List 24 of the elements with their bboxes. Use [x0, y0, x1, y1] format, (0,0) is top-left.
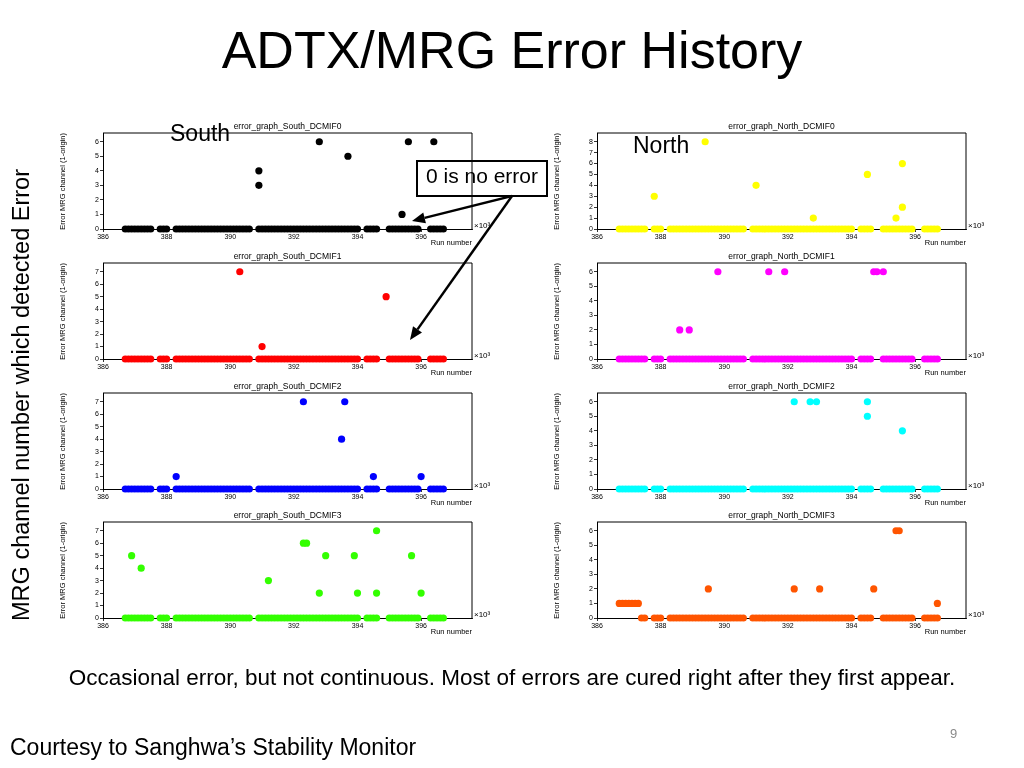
- text: ×10³: [474, 481, 491, 491]
- text: ADTX/MRG Error History: [221, 21, 803, 80]
- chart-title: error_graph_South_DCMIF2: [233, 381, 342, 392]
- text: ×10³: [474, 351, 491, 361]
- annotation: North: [633, 132, 690, 159]
- text: ×10³: [968, 481, 985, 491]
- chart-title: error_graph_South_DCMIF3: [233, 510, 342, 521]
- text: ×10³: [474, 221, 491, 231]
- chart-title: error_graph_North_DCMIF3: [728, 510, 835, 521]
- text: ×10³: [474, 610, 491, 620]
- chart-title: error_graph_South_DCMIF1: [233, 251, 342, 262]
- chart-title: error_graph_North_DCMIF0: [728, 121, 835, 132]
- text: 9: [950, 726, 958, 742]
- text: ×10³: [968, 351, 985, 361]
- text: ×10³: [968, 610, 985, 620]
- text: Occasional error, but not continuous. Most of errors are cured right after they first appear.: [68, 665, 956, 691]
- text: Courtesy to Sanghwa’s Stability Monitor: [10, 734, 417, 761]
- annotation: 0 is no error: [424, 164, 539, 188]
- text: ×10³: [968, 221, 985, 231]
- chart-title: error_graph_North_DCMIF2: [728, 381, 835, 392]
- text: MRG channel number which detected Error: [8, 169, 35, 621]
- chart-title: error_graph_North_DCMIF1: [728, 251, 835, 262]
- annotation: South: [168, 120, 233, 147]
- chart-title: error_graph_South_DCMIF0: [233, 121, 342, 132]
